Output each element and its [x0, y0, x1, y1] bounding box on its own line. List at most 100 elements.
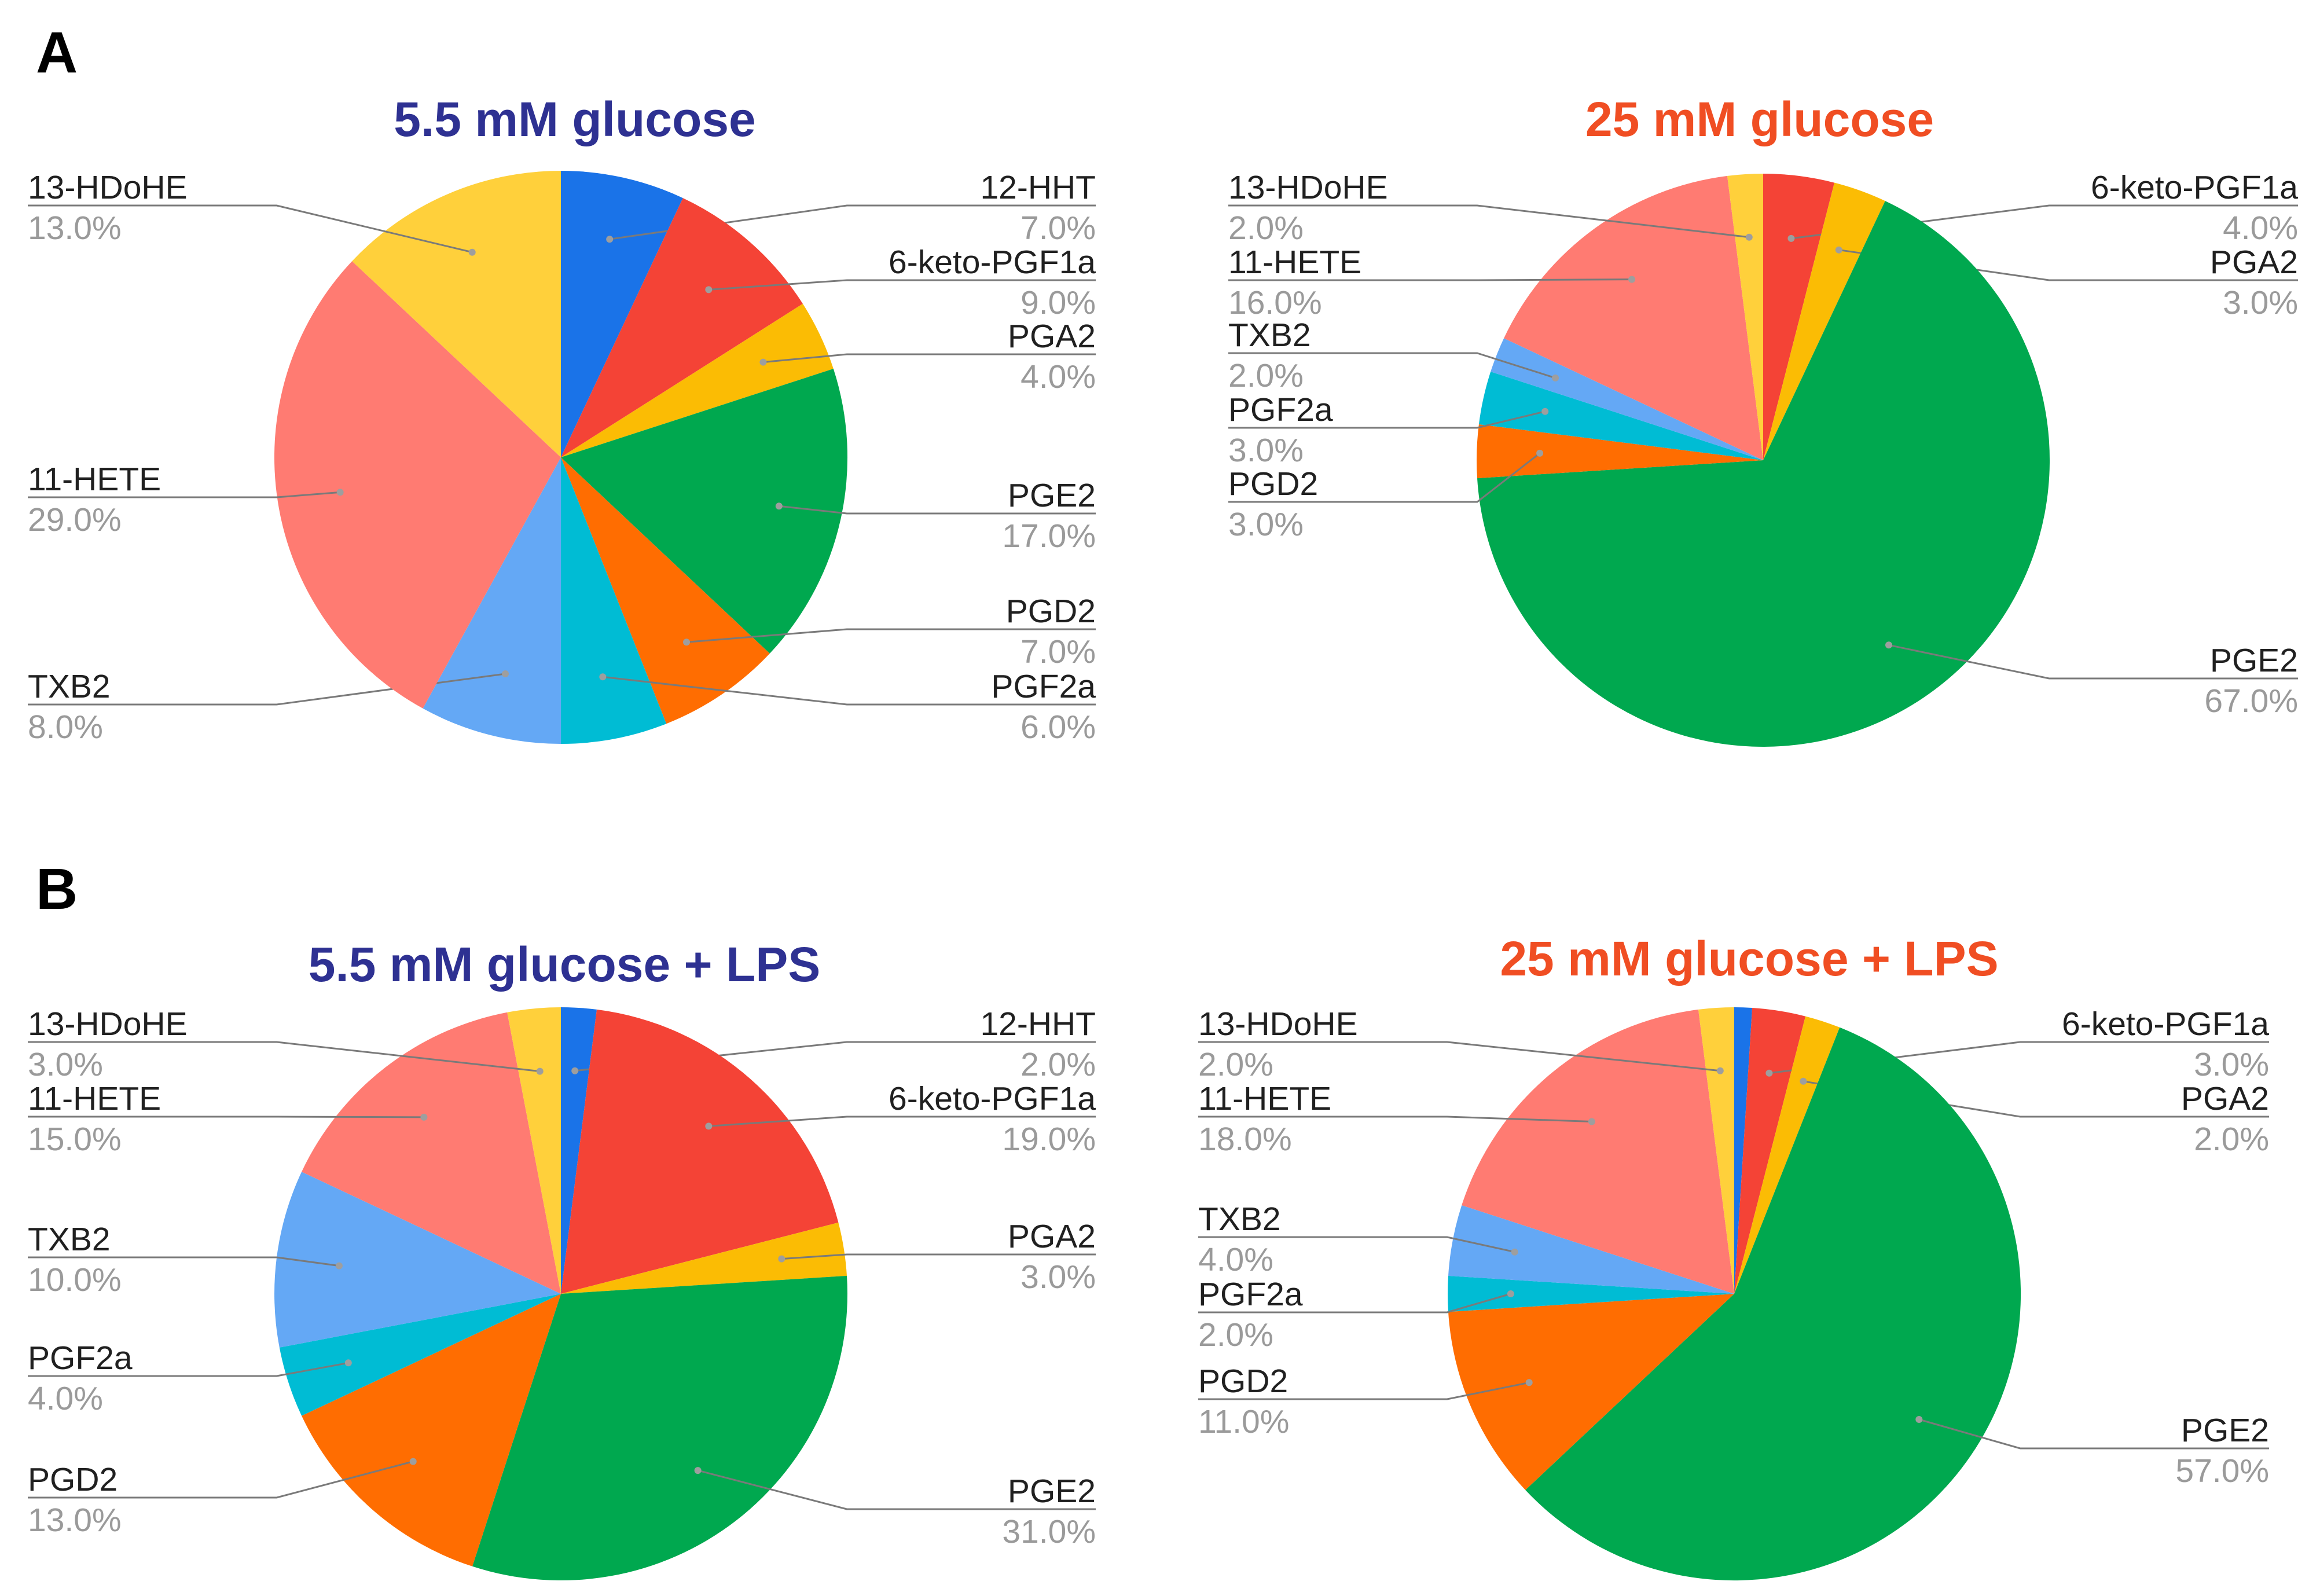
leader-line-13-hdohe	[28, 204, 473, 254]
pie-slice-pge2	[561, 369, 848, 654]
pie-slice-pgd2	[1448, 1294, 1734, 1490]
slice-label-13-hdohe: 13-HDoHE	[28, 169, 188, 206]
slice-percent-pgd2: 13.0%	[28, 1502, 122, 1539]
leader-line-pgd2	[1198, 1381, 1529, 1400]
leader-line-13-hdohe	[28, 1041, 540, 1073]
pie-slice-pge2	[1477, 201, 2050, 747]
pie-slice-pge2	[1525, 1027, 2021, 1581]
leader-dot-6-keto-pgf1a	[705, 1122, 713, 1130]
leader-line-pge2	[1918, 1418, 2269, 1450]
leader-line-pgf2a	[1198, 1293, 1511, 1314]
leader-dot-pga2	[759, 358, 767, 366]
pie-slice-txb2	[1491, 338, 1763, 460]
leader-line-6-keto-pgf1a	[709, 1116, 1096, 1127]
leader-dot-11-hete	[336, 489, 344, 496]
chart-title-25mm-lps: 25 mM glucose + LPS	[1500, 931, 1998, 986]
slice-label-pgd2: PGD2	[28, 1461, 118, 1498]
leader-line-pgd2	[1228, 452, 1541, 503]
slice-percent-pga2: 4.0%	[1020, 358, 1096, 395]
pie-slice-pgf2a	[1478, 372, 1763, 460]
chart-title-5-5mm-lps: 5.5 mM glucose + LPS	[309, 937, 821, 992]
leader-dot-txb2	[1552, 374, 1559, 381]
slice-label-6-keto-pgf1a: 6-keto-PGF1a	[2062, 1006, 2269, 1043]
pie-slice-13-hdohe	[1698, 1007, 1734, 1294]
slice-label-12-hht: 12-HHT	[980, 169, 1096, 206]
slice-label-13-hdohe: 13-HDoHE	[1228, 169, 1388, 206]
leader-line-txb2	[1198, 1236, 1515, 1253]
slice-percent-txb2: 2.0%	[1228, 357, 1304, 394]
leader-line-pga2	[781, 1253, 1096, 1260]
pie-slice-13-hdohe	[352, 171, 561, 457]
pie-slice-pga2	[561, 1222, 847, 1294]
slice-label-11-hete: 11-HETE	[28, 461, 161, 498]
pie-slice-pgd2	[561, 457, 770, 724]
slice-label-12-hht: 12-HHT	[980, 1006, 1096, 1043]
slice-percent-pgd2: 7.0%	[1020, 633, 1096, 670]
leader-line-pgf2a	[28, 1362, 349, 1377]
leader-line-pge2	[698, 1469, 1096, 1510]
leader-dot-pga2	[1800, 1077, 1807, 1085]
slice-label-txb2: TXB2	[1228, 317, 1311, 354]
slice-percent-13-hdohe: 2.0%	[1198, 1046, 1273, 1083]
slice-percent-txb2: 10.0%	[28, 1261, 122, 1298]
pie-chart-25mm: 6-keto-PGF1a4.0%PGA23.0%PGE267.0%PGD23.0…	[1228, 169, 2298, 747]
slice-label-pge2: PGE2	[1008, 477, 1096, 514]
leader-dot-pgd2	[683, 639, 690, 646]
slice-label-pge2: PGE2	[2181, 1412, 2269, 1449]
leader-dot-6-keto-pgf1a	[705, 286, 713, 293]
slice-percent-6-keto-pgf1a: 4.0%	[2223, 210, 2298, 247]
leader-dot-pgf2a	[599, 673, 607, 681]
leader-dot-13-hdohe	[468, 248, 476, 256]
pie-slice-12-hht	[561, 171, 683, 457]
slice-label-pgf2a: PGF2a	[28, 1340, 133, 1377]
slice-label-6-keto-pgf1a: 6-keto-PGF1a	[889, 244, 1096, 281]
slice-percent-pge2: 67.0%	[2204, 683, 2298, 720]
slice-percent-13-hdohe: 13.0%	[28, 210, 122, 247]
slice-percent-11-hete: 29.0%	[28, 501, 122, 538]
slice-percent-pga2: 2.0%	[2194, 1121, 2269, 1158]
leader-dot-pge2	[1915, 1416, 1923, 1423]
slice-label-pge2: PGE2	[1008, 1473, 1096, 1510]
chart-title-5-5mm: 5.5 mM glucose	[394, 92, 756, 146]
slice-label-pgd2: PGD2	[1198, 1363, 1288, 1400]
slice-label-pge2: PGE2	[2210, 642, 2298, 679]
slice-label-6-keto-pgf1a: 6-keto-PGF1a	[2091, 169, 2298, 206]
pie-slice-11-hete	[1504, 175, 1763, 460]
pie-slice-txb2	[1448, 1205, 1734, 1294]
leader-line-13-hdohe	[1228, 204, 1749, 239]
leader-dot-11-hete	[1628, 276, 1636, 283]
panel-letter-a: A	[36, 20, 78, 85]
pie-slice-13-hdohe	[507, 1007, 561, 1294]
leader-dot-6-keto-pgf1a	[1765, 1069, 1773, 1077]
pie-slice-12-hht	[561, 1007, 597, 1294]
pie-slice-12-hht	[1734, 1007, 1753, 1294]
chart-title-25mm: 25 mM glucose	[1585, 92, 1934, 146]
slice-percent-txb2: 8.0%	[28, 709, 103, 746]
pie-slice-pgf2a	[561, 457, 667, 744]
leader-dot-pgd2	[1536, 449, 1544, 457]
leader-line-txb2	[28, 1256, 340, 1267]
slice-label-pga2: PGA2	[2210, 244, 2298, 281]
slice-label-pga2: PGA2	[1008, 318, 1096, 355]
pie-slice-txb2	[274, 1172, 561, 1348]
slice-label-pgf2a: PGF2a	[991, 668, 1096, 705]
leader-dot-pgd2	[409, 1458, 417, 1465]
slice-label-pgd2: PGD2	[1228, 465, 1318, 502]
slice-label-11-hete: 11-HETE	[1228, 244, 1361, 281]
pie-chart-5-5mm-lps: 12-HHT2.0%6-keto-PGF1a19.0%PGA23.0%PGE23…	[28, 1006, 1096, 1581]
pie-slice-pgf2a	[1448, 1275, 1734, 1312]
leader-dot-pgd2	[1525, 1379, 1533, 1386]
pie-slice-11-hete	[302, 1012, 561, 1294]
leader-line-11-hete	[1198, 1116, 1592, 1122]
pie-slice-pge2	[472, 1275, 847, 1581]
slice-percent-pge2: 17.0%	[1002, 518, 1096, 555]
pie-slice-11-hete	[274, 261, 561, 709]
leader-line-11-hete	[28, 491, 340, 498]
slice-percent-6-keto-pgf1a: 3.0%	[2194, 1046, 2269, 1083]
slice-label-pgf2a: PGF2a	[1228, 391, 1333, 428]
slice-label-11-hete: 11-HETE	[28, 1080, 161, 1117]
slice-percent-13-hdohe: 2.0%	[1228, 210, 1304, 247]
leader-dot-pge2	[1885, 641, 1892, 649]
